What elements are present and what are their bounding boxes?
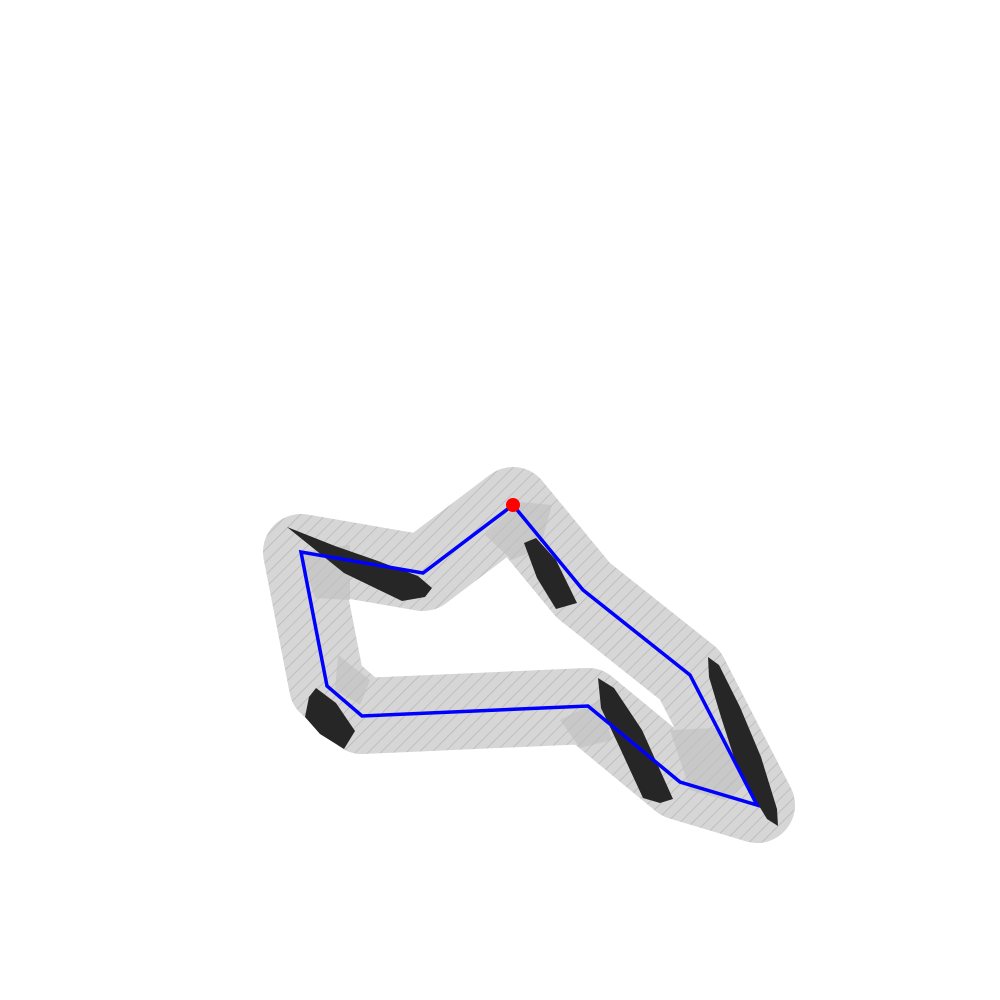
- shadow-patch: [560, 700, 612, 748]
- obstacle-group: [287, 527, 778, 826]
- shadow-patch: [670, 728, 760, 800]
- obstacle-icon: [708, 657, 778, 826]
- obstacle-icon: [287, 527, 432, 601]
- start-dot-icon[interactable]: [506, 498, 520, 512]
- route-line-icon: [298, 503, 761, 808]
- obstacle-icon: [598, 678, 673, 803]
- shadow-patch: [335, 655, 370, 705]
- obstacle-icon: [305, 688, 355, 749]
- obstacle-icon: [524, 538, 577, 609]
